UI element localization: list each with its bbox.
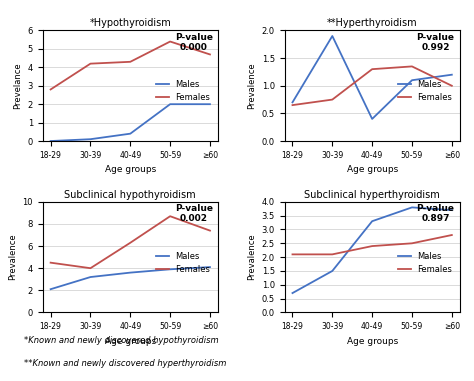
Legend: Males, Females: Males, Females — [395, 77, 456, 106]
Males — [128, 131, 133, 136]
Females — [128, 240, 133, 245]
Females — [409, 64, 415, 69]
Title: Subclinical hyperthyroidism: Subclinical hyperthyroidism — [304, 190, 440, 200]
Males — [48, 287, 54, 291]
Line: Males: Males — [292, 207, 452, 293]
Males — [329, 34, 335, 38]
Text: P-value
0.000: P-value 0.000 — [174, 33, 213, 52]
Y-axis label: Prevalence: Prevalence — [247, 62, 256, 109]
Males — [207, 102, 213, 106]
Females — [290, 252, 295, 257]
Females — [290, 103, 295, 107]
Males — [409, 205, 415, 210]
Females — [167, 39, 173, 44]
Males — [290, 291, 295, 295]
Females — [409, 241, 415, 246]
X-axis label: Age groups: Age groups — [105, 337, 156, 346]
Legend: Males, Females: Males, Females — [153, 77, 214, 106]
Males — [449, 208, 455, 213]
Females — [128, 59, 133, 64]
Legend: Males, Females: Males, Females — [153, 248, 214, 277]
Males — [88, 275, 93, 279]
Title: Subclinical hypothyroidism: Subclinical hypothyroidism — [64, 190, 196, 200]
Males — [449, 72, 455, 77]
X-axis label: Age groups: Age groups — [346, 337, 398, 346]
Line: Females: Females — [51, 216, 210, 268]
Females — [207, 52, 213, 57]
X-axis label: Age groups: Age groups — [346, 165, 398, 174]
Females — [449, 233, 455, 237]
Females — [48, 260, 54, 265]
Legend: Males, Females: Males, Females — [395, 248, 456, 277]
X-axis label: Age groups: Age groups — [105, 165, 156, 174]
Females — [329, 97, 335, 102]
Males — [369, 117, 375, 121]
Males — [167, 102, 173, 106]
Y-axis label: Prevalence: Prevalence — [247, 234, 256, 280]
Females — [369, 244, 375, 248]
Title: *Hypothyroidism: *Hypothyroidism — [90, 18, 171, 28]
Females — [48, 87, 54, 92]
Line: Males: Males — [51, 104, 210, 141]
Text: P-value
0.897: P-value 0.897 — [417, 204, 455, 224]
Line: Males: Males — [292, 36, 452, 119]
Y-axis label: Prevelance: Prevelance — [13, 62, 22, 109]
Males — [290, 100, 295, 105]
Males — [369, 219, 375, 224]
Females — [369, 67, 375, 72]
Line: Females: Females — [51, 42, 210, 90]
Text: *Known and newly discovered hypothyroidism: *Known and newly discovered hypothyroidi… — [24, 336, 219, 345]
Males — [409, 78, 415, 83]
Females — [167, 214, 173, 219]
Females — [207, 228, 213, 233]
Line: Females: Females — [292, 235, 452, 255]
Females — [88, 61, 93, 66]
Line: Females: Females — [292, 66, 452, 105]
Females — [329, 252, 335, 257]
Females — [88, 266, 93, 271]
Males — [207, 265, 213, 269]
Males — [128, 271, 133, 275]
Males — [88, 137, 93, 141]
Males — [167, 267, 173, 272]
Females — [449, 83, 455, 88]
Text: P-value
0.002: P-value 0.002 — [174, 204, 213, 224]
Text: **Known and newly discovered hyperthyroidism: **Known and newly discovered hyperthyroi… — [24, 359, 226, 368]
Y-axis label: Prevalence: Prevalence — [8, 234, 17, 280]
Males — [329, 269, 335, 273]
Males — [48, 139, 54, 143]
Line: Males: Males — [51, 267, 210, 289]
Title: **Hyperthyroidism: **Hyperthyroidism — [327, 18, 418, 28]
Text: P-value
0.992: P-value 0.992 — [417, 33, 455, 52]
